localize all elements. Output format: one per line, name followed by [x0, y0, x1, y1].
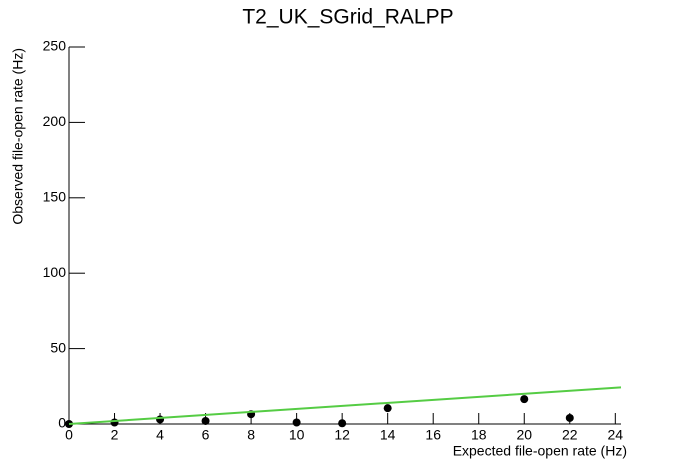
- fit-line: [68, 386, 622, 425]
- data-point: [338, 419, 347, 428]
- y-axis-label: Observed file-open rate (Hz): [10, 48, 26, 225]
- x-tick-label: 20: [516, 427, 532, 443]
- x-tick-label: 22: [562, 427, 578, 443]
- data-point: [520, 395, 529, 404]
- x-axis-label: Expected file-open rate (Hz): [453, 443, 627, 459]
- x-tick-label: 24: [608, 427, 624, 443]
- y-tick-label: 150: [43, 189, 67, 205]
- y-tick-label: 250: [43, 38, 67, 54]
- x-tick-label: 4: [156, 427, 164, 443]
- x-tick-label: 6: [202, 427, 210, 443]
- data-point: [156, 415, 165, 424]
- data-point: [383, 404, 392, 413]
- y-tick-label: 0: [58, 415, 66, 431]
- x-tick-label: 2: [111, 427, 119, 443]
- x-tick-label: 18: [471, 427, 487, 443]
- y-tick-label: 200: [43, 113, 67, 129]
- y-tick-label: 100: [43, 264, 67, 280]
- data-point: [565, 413, 574, 422]
- x-tick-label: 8: [247, 427, 255, 443]
- data-point: [201, 416, 210, 425]
- y-tick-label: 50: [50, 339, 66, 355]
- data-point: [110, 418, 119, 427]
- chart-title: T2_UK_SGrid_RALPP: [242, 6, 453, 29]
- x-tick-label: 10: [289, 427, 305, 443]
- x-tick-label: 0: [65, 427, 73, 443]
- x-tick-label: 16: [425, 427, 441, 443]
- data-point: [292, 418, 301, 427]
- x-tick-label: 14: [380, 427, 396, 443]
- x-tick-label: 12: [334, 427, 350, 443]
